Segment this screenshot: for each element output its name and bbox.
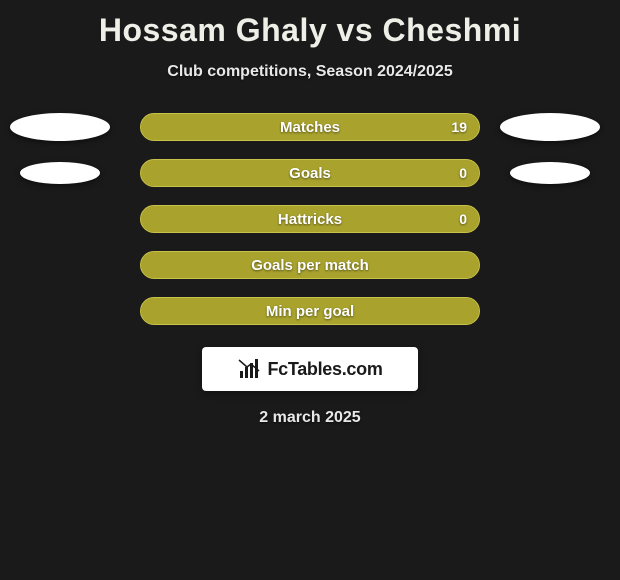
page-title: Hossam Ghaly vs Cheshmi [99,12,521,49]
brand-logo-text: FcTables.com [267,359,382,380]
stat-bar: Goals per match [140,251,480,279]
stat-row: Min per goal [0,297,620,325]
stat-value-right: 0 [459,165,467,181]
infographic-container: Hossam Ghaly vs Cheshmi Club competition… [0,0,620,427]
brand-logo[interactable]: FcTables.com [202,347,418,391]
stat-row: Hattricks 0 [0,205,620,233]
stat-bar: Goals 0 [140,159,480,187]
stat-label: Matches [280,119,340,136]
player-right-marker [500,113,600,141]
date-label: 2 march 2025 [259,409,360,427]
stat-bar: Matches 19 [140,113,480,141]
page-subtitle: Club competitions, Season 2024/2025 [167,63,452,81]
stat-bar: Min per goal [140,297,480,325]
stat-value-right: 19 [451,119,467,135]
stat-rows: Matches 19 Goals 0 Hattricks 0 Goals per match… [0,113,620,325]
player-left-marker [10,113,110,141]
player-left-marker [20,162,100,184]
stat-label: Hattricks [278,211,342,228]
stat-label: Min per goal [266,303,354,320]
stat-bar: Hattricks 0 [140,205,480,233]
player-right-marker [510,162,590,184]
stat-row: Matches 19 [0,113,620,141]
stat-label: Goals per match [251,257,369,274]
bar-chart-icon [237,357,261,381]
stat-label: Goals [289,165,331,182]
stat-value-right: 0 [459,211,467,227]
stat-row: Goals 0 [0,159,620,187]
stat-row: Goals per match [0,251,620,279]
